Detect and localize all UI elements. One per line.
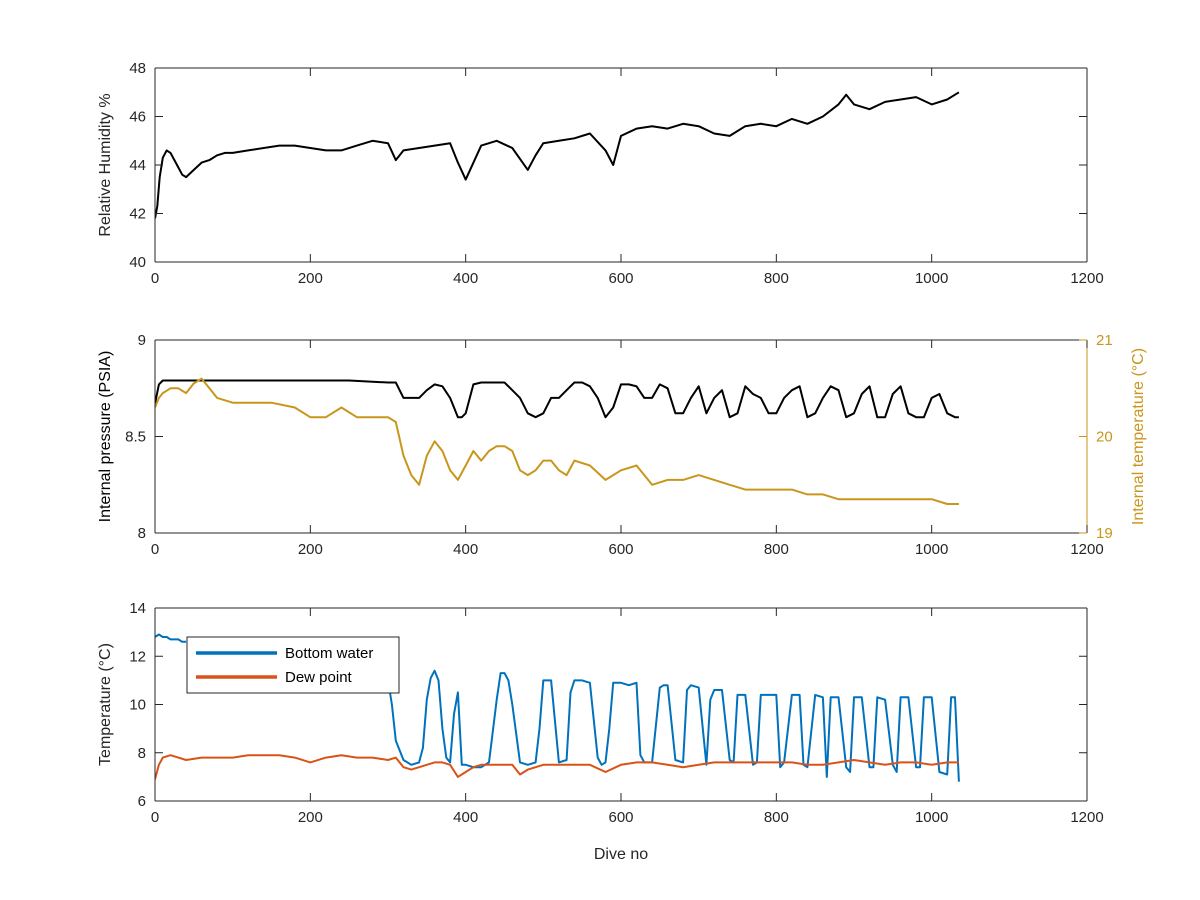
x-tick-label: 0 bbox=[151, 809, 159, 826]
x-tick-label: 800 bbox=[764, 270, 789, 287]
y-tick-label: 8 bbox=[138, 525, 146, 542]
legend: Bottom water Dew point bbox=[186, 636, 400, 694]
legend-box bbox=[186, 636, 400, 694]
y-tick-label: 8.5 bbox=[125, 429, 146, 446]
x-tick-label: 200 bbox=[298, 541, 323, 558]
legend-label: Bottom water bbox=[285, 645, 373, 662]
y-tick-label: 48 bbox=[129, 60, 146, 77]
x-tick-label: 200 bbox=[298, 270, 323, 287]
temperature-dewpoint-panel: 0 200 400 600 800 1000 1200 6 8 10 12 14 Temperature… bbox=[97, 600, 1104, 863]
x-tick-label: 400 bbox=[453, 270, 478, 287]
x-tick-label: 800 bbox=[764, 541, 789, 558]
x-tick-label: 200 bbox=[298, 809, 323, 826]
y-axis-right-label: Internal temperature (°C) bbox=[1130, 348, 1147, 525]
x-tick-label: 800 bbox=[764, 809, 789, 826]
pressure-temperature-panel: 0 200 400 600 800 1000 1200 8 8.5 9 19 20 21 Internal… bbox=[97, 332, 1147, 558]
x-tick-label: 600 bbox=[608, 270, 633, 287]
x-axis-label: Dive no bbox=[594, 846, 648, 863]
series-line-0 bbox=[155, 91, 960, 219]
y-tick-label: 8 bbox=[138, 745, 146, 762]
y-tick-label: 6 bbox=[138, 793, 146, 810]
y-tick-label: 42 bbox=[129, 206, 146, 223]
x-tick-label: 400 bbox=[453, 809, 478, 826]
x-tick-label: 1200 bbox=[1070, 270, 1103, 287]
x-tick-label: 600 bbox=[608, 541, 633, 558]
y-axis-label: Internal pressure (PSIA) bbox=[97, 351, 114, 523]
x-tick-label: 1000 bbox=[915, 270, 948, 287]
y-tick-label: 14 bbox=[129, 600, 146, 617]
y-right-tick-label: 19 bbox=[1096, 525, 1113, 542]
x-tick-label: 400 bbox=[453, 541, 478, 558]
y-tick-label: 10 bbox=[129, 697, 146, 714]
dew-point-line bbox=[155, 754, 959, 780]
y-tick-label: 9 bbox=[138, 332, 146, 349]
x-tick-label: 0 bbox=[151, 270, 159, 287]
x-tick-label: 0 bbox=[151, 541, 159, 558]
series-line-0 bbox=[155, 379, 959, 419]
y-tick-label: 40 bbox=[129, 254, 146, 271]
y-axis-label: Relative Humidity % bbox=[97, 93, 114, 236]
bottom-water-line bbox=[155, 633, 960, 782]
x-tick-label: 1000 bbox=[915, 541, 948, 558]
y-axis-label: Temperature (°C) bbox=[97, 643, 114, 766]
y-tick-label: 46 bbox=[129, 109, 146, 126]
y-right-tick-label: 20 bbox=[1096, 429, 1113, 446]
y-tick-label: 44 bbox=[129, 157, 146, 174]
internal-temperature-line bbox=[155, 377, 959, 505]
y-right-tick-label: 21 bbox=[1096, 332, 1113, 349]
x-tick-label: 600 bbox=[608, 809, 633, 826]
humidity-panel: 0 200 400 600 800 1000 1200 40 42 44 46 48 Relative … bbox=[97, 60, 1104, 287]
legend-label: Dew point bbox=[285, 669, 353, 686]
x-tick-label: 1200 bbox=[1070, 809, 1103, 826]
x-tick-label: 1000 bbox=[915, 809, 948, 826]
x-tick-label: 1200 bbox=[1070, 541, 1103, 558]
y-tick-label: 12 bbox=[129, 648, 146, 665]
